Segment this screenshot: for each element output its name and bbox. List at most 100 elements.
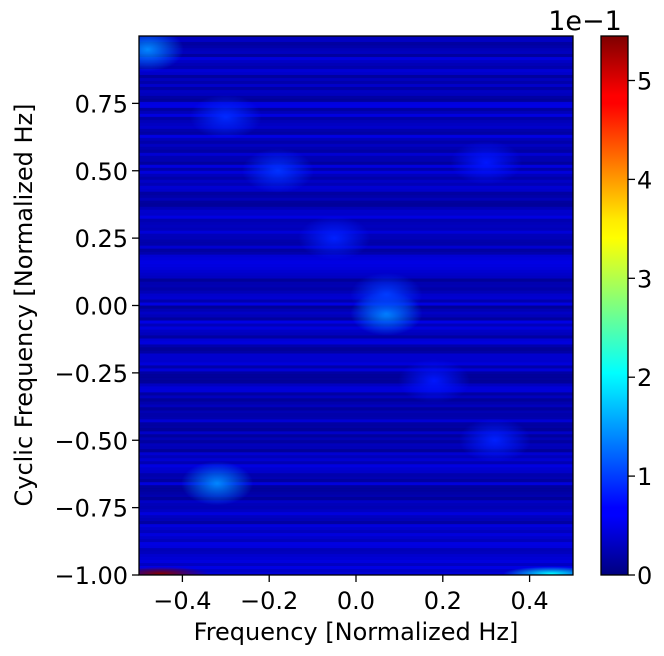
heatmap-row [139, 548, 573, 552]
heatmap-row [139, 377, 573, 381]
heatmap-row [139, 542, 573, 546]
heatmap-row [139, 434, 573, 438]
colorbar-tick-label: 0 [637, 562, 652, 590]
heatmap-row [139, 200, 573, 205]
heatmap-row [139, 572, 573, 575]
heatmap-row [139, 533, 573, 537]
heatmap-row [139, 500, 573, 504]
heatmap-row [139, 473, 573, 477]
heatmap-feature [298, 216, 371, 261]
heatmap-row [139, 422, 573, 426]
heatmap-feature [181, 461, 254, 506]
heatmap-row [139, 467, 573, 471]
heatmap-row [139, 140, 573, 145]
x-tick-label: 0.2 [424, 587, 462, 615]
heatmap-feature [398, 358, 471, 403]
heatmap-row [139, 68, 573, 73]
heatmap-row [139, 410, 573, 414]
heatmap-row [139, 59, 573, 64]
heatmap-row [139, 551, 573, 555]
heatmap-row [139, 161, 573, 166]
colorbar: 0 1 2 3 4 5 1e−1 [548, 6, 652, 590]
colorbar-ticks: 0 1 2 3 4 5 [628, 68, 652, 590]
heatmap-row [139, 188, 573, 193]
heatmap-row [139, 524, 573, 528]
heatmap-row [139, 122, 573, 127]
heatmap-row [139, 131, 573, 136]
y-tick-label: −1.00 [54, 562, 128, 590]
heatmap-row [139, 158, 573, 163]
heatmap-row [139, 203, 573, 208]
heatmap-row [139, 530, 573, 534]
heatmap-row [139, 350, 573, 354]
heatmap-row [139, 191, 573, 196]
heatmap-row [139, 554, 573, 558]
heatmap-row [139, 329, 573, 333]
heatmap-row [139, 527, 573, 531]
heatmap-row [139, 71, 573, 76]
heatmap-row [139, 392, 573, 396]
heatmap-row [139, 170, 573, 175]
heatmap-row [139, 437, 573, 441]
heatmap-row [139, 107, 573, 112]
heatmap-row [139, 155, 573, 160]
heatmap-row [139, 404, 573, 408]
heatmap-row [139, 86, 573, 91]
y-axis-label: Cyclic Frequency [Normalized Hz] [10, 103, 38, 506]
heatmap-row [139, 164, 573, 169]
heatmap-row [139, 374, 573, 378]
heatmap-row [139, 83, 573, 88]
heatmap-row [139, 167, 573, 172]
heatmap-row [139, 413, 573, 417]
heatmap-row [139, 182, 573, 187]
heatmap-feature [503, 566, 573, 575]
heatmap-row [139, 104, 573, 109]
heatmap-row [139, 209, 573, 214]
colorbar-tick-label: 2 [637, 364, 652, 392]
heatmap-row [139, 464, 573, 468]
heatmap-row [139, 152, 573, 157]
heatmap-row [139, 347, 573, 351]
heatmap [139, 36, 573, 575]
heatmap-row [139, 458, 573, 462]
heatmap-feature [350, 272, 423, 317]
heatmap-row [139, 185, 573, 190]
heatmap-row [139, 128, 573, 133]
heatmap-row [139, 137, 573, 142]
heatmap-row [139, 74, 573, 79]
heatmap-row [139, 206, 573, 211]
x-tick-label: 0.0 [337, 587, 375, 615]
heatmap-row [139, 563, 573, 567]
heatmap-row [139, 65, 573, 70]
x-tick-label: −0.4 [153, 587, 211, 615]
heatmap-row [139, 449, 573, 453]
y-tick-label: 0.75 [75, 90, 128, 118]
heatmap-row [139, 365, 573, 369]
heatmap-row [139, 545, 573, 549]
heatmap-row [139, 503, 573, 507]
colorbar-tick-label: 3 [637, 265, 652, 293]
heatmap-row [139, 515, 573, 519]
heatmap-row [139, 395, 573, 399]
heatmap-row [139, 125, 573, 130]
heatmap-row [139, 386, 573, 390]
heatmap-row [139, 50, 573, 55]
heatmap-row [139, 119, 573, 124]
heatmap-row [139, 77, 573, 82]
heatmap-row [139, 482, 573, 486]
heatmap-row [139, 47, 573, 52]
colorbar-tick-label: 1 [637, 463, 652, 491]
heatmap-row [139, 491, 573, 495]
heatmap-row [139, 401, 573, 405]
heatmap-row [139, 212, 573, 217]
heatmap-row [139, 389, 573, 393]
heatmap-row [139, 380, 573, 384]
heatmap-row [139, 269, 573, 273]
heatmap-row [139, 326, 573, 330]
heatmap-row [139, 569, 573, 573]
heatmap-row [139, 425, 573, 429]
heatmap-row [139, 179, 573, 184]
heatmap-row [139, 272, 573, 276]
colorbar-offset-text: 1e−1 [548, 6, 622, 37]
